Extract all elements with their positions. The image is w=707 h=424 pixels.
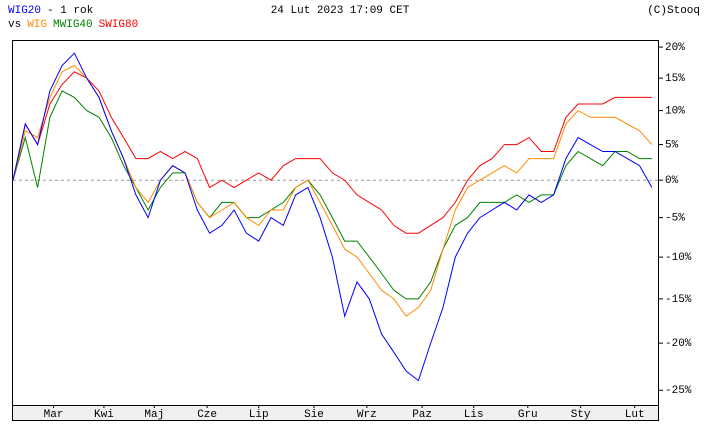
x-tick-label: Lip: [249, 409, 269, 421]
series-line: [12, 90, 652, 300]
y-tick-label: -5%: [665, 213, 685, 225]
y-tick-label: 15%: [665, 73, 685, 85]
legend-entry: MWIG40: [53, 19, 93, 31]
x-tick-label: Sty: [571, 409, 591, 421]
y-tick-label: 10%: [665, 106, 685, 118]
x-tick-label: Cze: [197, 409, 217, 421]
y-tick-label: 5%: [665, 139, 679, 151]
x-tick-label: Wrz: [357, 409, 377, 421]
x-tick-label: Lut: [625, 409, 645, 421]
x-tick-label: Sie: [304, 409, 324, 421]
subtitle: vs: [8, 19, 21, 31]
y-tick-label: -20%: [665, 338, 692, 350]
legend-entry: SWIG80: [99, 19, 139, 31]
legend-entry: WIG: [27, 19, 47, 31]
y-tick-label: 20%: [665, 42, 685, 54]
x-tick-label: Lis: [464, 409, 484, 421]
x-tick-label: Kwi: [94, 409, 114, 421]
source: (C)Stooq: [647, 5, 700, 17]
y-tick-label: -25%: [665, 385, 692, 397]
x-tick-label: Gru: [518, 409, 538, 421]
y-tick-label: 0%: [665, 175, 679, 187]
y-tick-label: -15%: [665, 294, 692, 306]
chart-title: - 1 rok: [47, 5, 94, 17]
x-tick-label: Maj: [144, 409, 164, 421]
series-line: [12, 71, 652, 234]
y-tick-label: -10%: [665, 252, 692, 264]
x-tick-label: Mar: [44, 409, 64, 421]
date: 24 Lut 2023 17:09 CET: [271, 5, 410, 17]
header-series: WIG20: [8, 5, 41, 17]
x-tick-label: Paz: [412, 409, 432, 421]
series-line: [12, 52, 653, 382]
x-axis-bar: [12, 405, 659, 421]
